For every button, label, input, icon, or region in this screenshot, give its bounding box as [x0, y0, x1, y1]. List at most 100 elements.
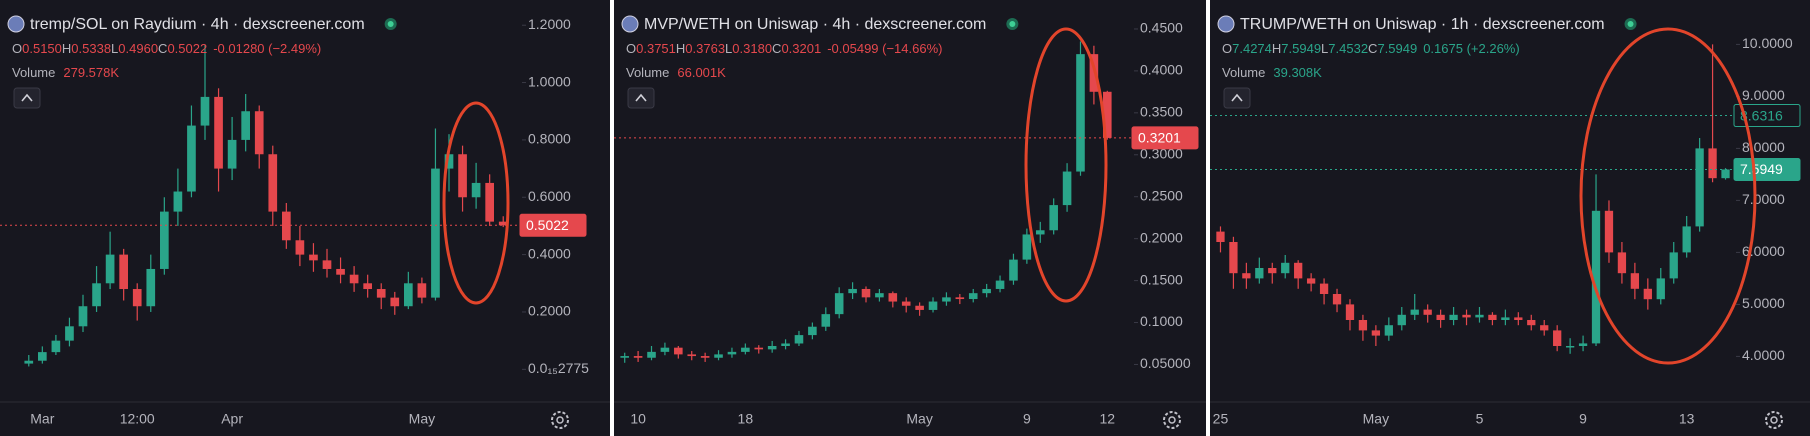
candle-body	[888, 293, 898, 302]
candle-body	[1076, 54, 1085, 172]
candle-body	[187, 125, 196, 192]
candle-body	[51, 340, 61, 353]
candle-body	[1022, 234, 1032, 260]
candle-body	[1306, 278, 1316, 284]
candle-body	[767, 346, 777, 350]
candle-body	[1669, 252, 1678, 279]
ohlc-legend: O0.3751H0.3763L0.3180C0.3201 -0.05499 (−1…	[626, 41, 942, 56]
y-tick-label: 0.1500	[1140, 271, 1183, 287]
candle-body	[295, 240, 305, 255]
candle-body	[78, 306, 88, 327]
candle-body	[1089, 54, 1099, 92]
price-label-box	[1733, 104, 1801, 128]
candle-body	[1540, 325, 1549, 331]
candle-body	[254, 111, 264, 155]
candle-body	[390, 297, 400, 307]
y-tick-label: 0.3500	[1140, 104, 1183, 120]
candle-body	[471, 182, 481, 198]
ohlc-value: 7.5949	[1377, 41, 1417, 56]
volume-legend: Volume 66.001K	[626, 65, 726, 80]
candle-body	[1294, 262, 1303, 279]
candle-body	[727, 351, 737, 355]
y-tick-label: 4.0000	[1742, 347, 1785, 363]
candle-body	[1514, 317, 1523, 320]
collapse-button[interactable]	[13, 87, 41, 109]
candle-body	[65, 326, 74, 341]
candle-body	[633, 356, 643, 358]
candle-body	[1035, 230, 1045, 235]
candle-body	[105, 254, 115, 284]
candle-body	[1527, 320, 1536, 326]
candle-body	[1410, 309, 1419, 315]
volume-legend: Volume 279.578K	[12, 65, 119, 80]
collapse-button[interactable]	[627, 87, 655, 109]
token-icon	[7, 15, 25, 33]
y-tick-label: 0.2000	[528, 303, 571, 319]
settings-icon[interactable]	[551, 411, 569, 429]
panel-background	[1210, 0, 1810, 436]
y-tick-label: 0.2500	[1140, 187, 1183, 203]
ohlc-value: 0.3751	[636, 41, 676, 56]
candle-body	[159, 211, 169, 269]
settings-icon[interactable]	[1163, 411, 1181, 429]
price-label-box	[1131, 126, 1199, 150]
candle-body	[1436, 314, 1445, 320]
candle-body	[1643, 288, 1652, 300]
token-icon	[621, 15, 639, 33]
candle-body	[322, 260, 332, 269]
settings-icon-center	[1770, 416, 1778, 424]
candle-body	[241, 111, 251, 140]
ohlc-key: C	[772, 41, 781, 56]
candle-body	[281, 211, 291, 241]
ohlc-value: -0.01280 (−2.49%)	[213, 41, 321, 56]
ohlc-value: 0.4960	[118, 41, 158, 56]
candle-body	[1009, 259, 1018, 281]
candle-body	[660, 347, 670, 352]
candle-body	[848, 288, 857, 294]
candle-body	[214, 96, 223, 169]
ohlc-value: 0.3763	[685, 41, 725, 56]
x-tick-label: Mar	[30, 411, 54, 427]
candle-body	[1062, 171, 1072, 206]
chart-title: tremp/SOL on Raydium · 4h · dexscreener.…	[30, 16, 365, 33]
candle-body	[92, 283, 101, 307]
candle-body	[498, 221, 508, 226]
annotation-ellipse	[442, 101, 510, 305]
candle-body	[1371, 330, 1381, 336]
candle-body	[741, 347, 750, 352]
candle-body	[955, 297, 965, 300]
y-tick-label: 0.8000	[528, 131, 571, 147]
y-tick-label: 7.0000	[1742, 191, 1785, 207]
volume-value: 279.578K	[63, 65, 119, 80]
candle-body	[1617, 252, 1627, 274]
candle-body	[647, 351, 656, 358]
ohlc-value: 0.1675 (+2.26%)	[1423, 41, 1519, 56]
candle-body	[687, 354, 697, 357]
candle-body	[714, 354, 723, 358]
y-tick-label: 0.1000	[1140, 313, 1183, 329]
candle-body	[1449, 314, 1458, 320]
y-tick-label: 0.3000	[1140, 145, 1183, 161]
candle-body	[363, 283, 373, 290]
candle-body	[200, 96, 210, 126]
x-tick-label: Apr	[221, 411, 243, 427]
x-tick-label: 13	[1679, 411, 1695, 427]
candle-body	[1103, 91, 1112, 138]
candle-body	[861, 288, 871, 298]
ohlc-value: -0.05499 (−14.66%)	[827, 41, 942, 56]
candle-body	[1332, 294, 1342, 305]
candle-body	[1268, 268, 1277, 274]
candle-body	[1565, 346, 1575, 348]
y-tick-label: 0.4500	[1140, 20, 1183, 36]
settings-icon-center	[1168, 416, 1176, 424]
collapse-icon	[21, 93, 33, 102]
settings-icon[interactable]	[1765, 411, 1783, 429]
candle-body	[376, 289, 386, 298]
candle-body	[1255, 268, 1264, 279]
ohlc-key: C	[158, 41, 167, 56]
candle-body	[700, 356, 710, 358]
candle-body	[146, 268, 156, 307]
collapse-button[interactable]	[1223, 87, 1251, 109]
ohlc-legend: O0.5150H0.5338L0.4960C0.5022 -0.01280 (−2…	[12, 41, 321, 56]
candle-body	[1682, 226, 1691, 253]
